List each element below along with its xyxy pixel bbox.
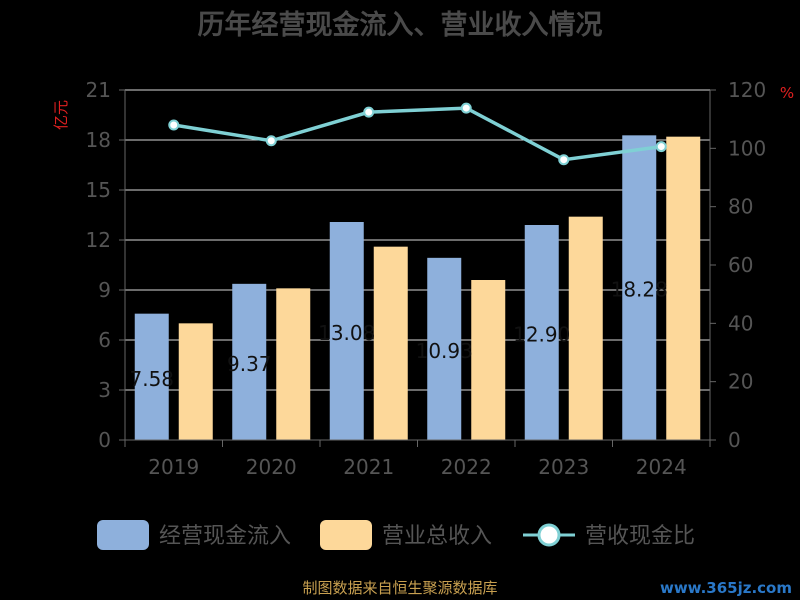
cash-inflow-bar bbox=[232, 283, 267, 440]
cash-inflow-legend-label: 经营现金流入 bbox=[159, 524, 291, 549]
y-left-tick-label: 18 bbox=[86, 128, 111, 152]
cash-inflow-legend-swatch bbox=[97, 520, 149, 550]
y-left-tick-label: 9 bbox=[98, 278, 111, 302]
cash-inflow-data-label: 9.37 bbox=[227, 352, 272, 376]
cash-inflow-bar bbox=[524, 225, 559, 440]
y-left-unit: 亿元 bbox=[52, 100, 70, 130]
revenue-bar bbox=[373, 246, 408, 440]
y-left-tick-label: 15 bbox=[86, 178, 111, 202]
x-tick-label: 2022 bbox=[441, 455, 492, 479]
revenue-bar bbox=[666, 136, 701, 440]
cash-inflow-data-label: 12.90 bbox=[513, 323, 570, 347]
y-right-tick-label: 100 bbox=[728, 136, 766, 160]
cash-inflow-bar bbox=[427, 257, 462, 440]
legend: 经营现金流入 营业总收入 营收现金比 bbox=[97, 520, 695, 550]
ratio-line bbox=[168, 102, 667, 166]
bars bbox=[134, 135, 701, 441]
y-left-tick-label: 12 bbox=[86, 228, 111, 252]
ratio-point bbox=[265, 135, 277, 147]
cash-inflow-data-label: 13.08 bbox=[318, 321, 375, 345]
x-tick-label: 2019 bbox=[148, 455, 199, 479]
ratio-legend-marker bbox=[537, 523, 561, 547]
cash-inflow-data-label: 18.28 bbox=[611, 278, 668, 302]
ratio-point bbox=[655, 141, 667, 153]
chart-title: 历年经营现金流入、营业收入情况 bbox=[198, 9, 603, 41]
cash-inflow-bar bbox=[622, 135, 657, 441]
ratio-point bbox=[363, 106, 375, 118]
revenue-bar bbox=[471, 280, 506, 440]
cash-inflow-bar bbox=[134, 313, 169, 440]
revenue-bar bbox=[568, 216, 603, 440]
cash-inflow-data-label: 7.58 bbox=[129, 367, 174, 391]
ratio-line-path bbox=[173, 106, 662, 162]
x-tick-label: 2024 bbox=[636, 455, 687, 479]
y-left-tick-label: 3 bbox=[98, 378, 111, 402]
cash-inflow-data-label: 10.93 bbox=[416, 339, 473, 363]
y-right-tick-label: 40 bbox=[728, 311, 753, 335]
revenue-bar bbox=[276, 288, 311, 440]
revenue-legend-label: 营业总收入 bbox=[382, 524, 492, 549]
y-left-tick-label: 21 bbox=[86, 78, 111, 102]
x-tick-label: 2020 bbox=[246, 455, 297, 479]
axes: 0 3 6 9 12 15 18 21 0 20 40 60 80 100 120 亿元% 2019 2020 20… bbox=[52, 78, 794, 479]
y-right-tick-label: 0 bbox=[728, 428, 741, 452]
y-left-tick-label: 6 bbox=[98, 328, 111, 352]
ratio-point bbox=[558, 154, 570, 166]
x-tick-label: 2023 bbox=[538, 455, 589, 479]
source-note: 制图数据来自恒生聚源数据库 bbox=[302, 579, 497, 597]
y-right-tick-label: 60 bbox=[728, 253, 753, 277]
data-labels: 7.58 9.37 13.08 10.93 12.90 18.28 bbox=[129, 278, 667, 391]
ratio-point bbox=[168, 119, 180, 131]
y-left-tick-label: 0 bbox=[98, 428, 111, 452]
x-tick-label: 2021 bbox=[343, 455, 394, 479]
watermark: www.365jz.com bbox=[660, 579, 792, 597]
revenue-legend-swatch bbox=[320, 520, 372, 550]
ratio-legend-label: 营收现金比 bbox=[585, 524, 695, 549]
y-right-tick-label: 80 bbox=[728, 195, 753, 219]
y-right-tick-label: 20 bbox=[728, 370, 753, 394]
grid bbox=[125, 89, 710, 441]
y-right-unit: % bbox=[780, 84, 794, 102]
y-right-tick-label: 120 bbox=[728, 78, 766, 102]
ratio-point bbox=[460, 102, 472, 114]
cash-inflow-bar bbox=[329, 222, 364, 440]
revenue-bar bbox=[178, 323, 213, 440]
